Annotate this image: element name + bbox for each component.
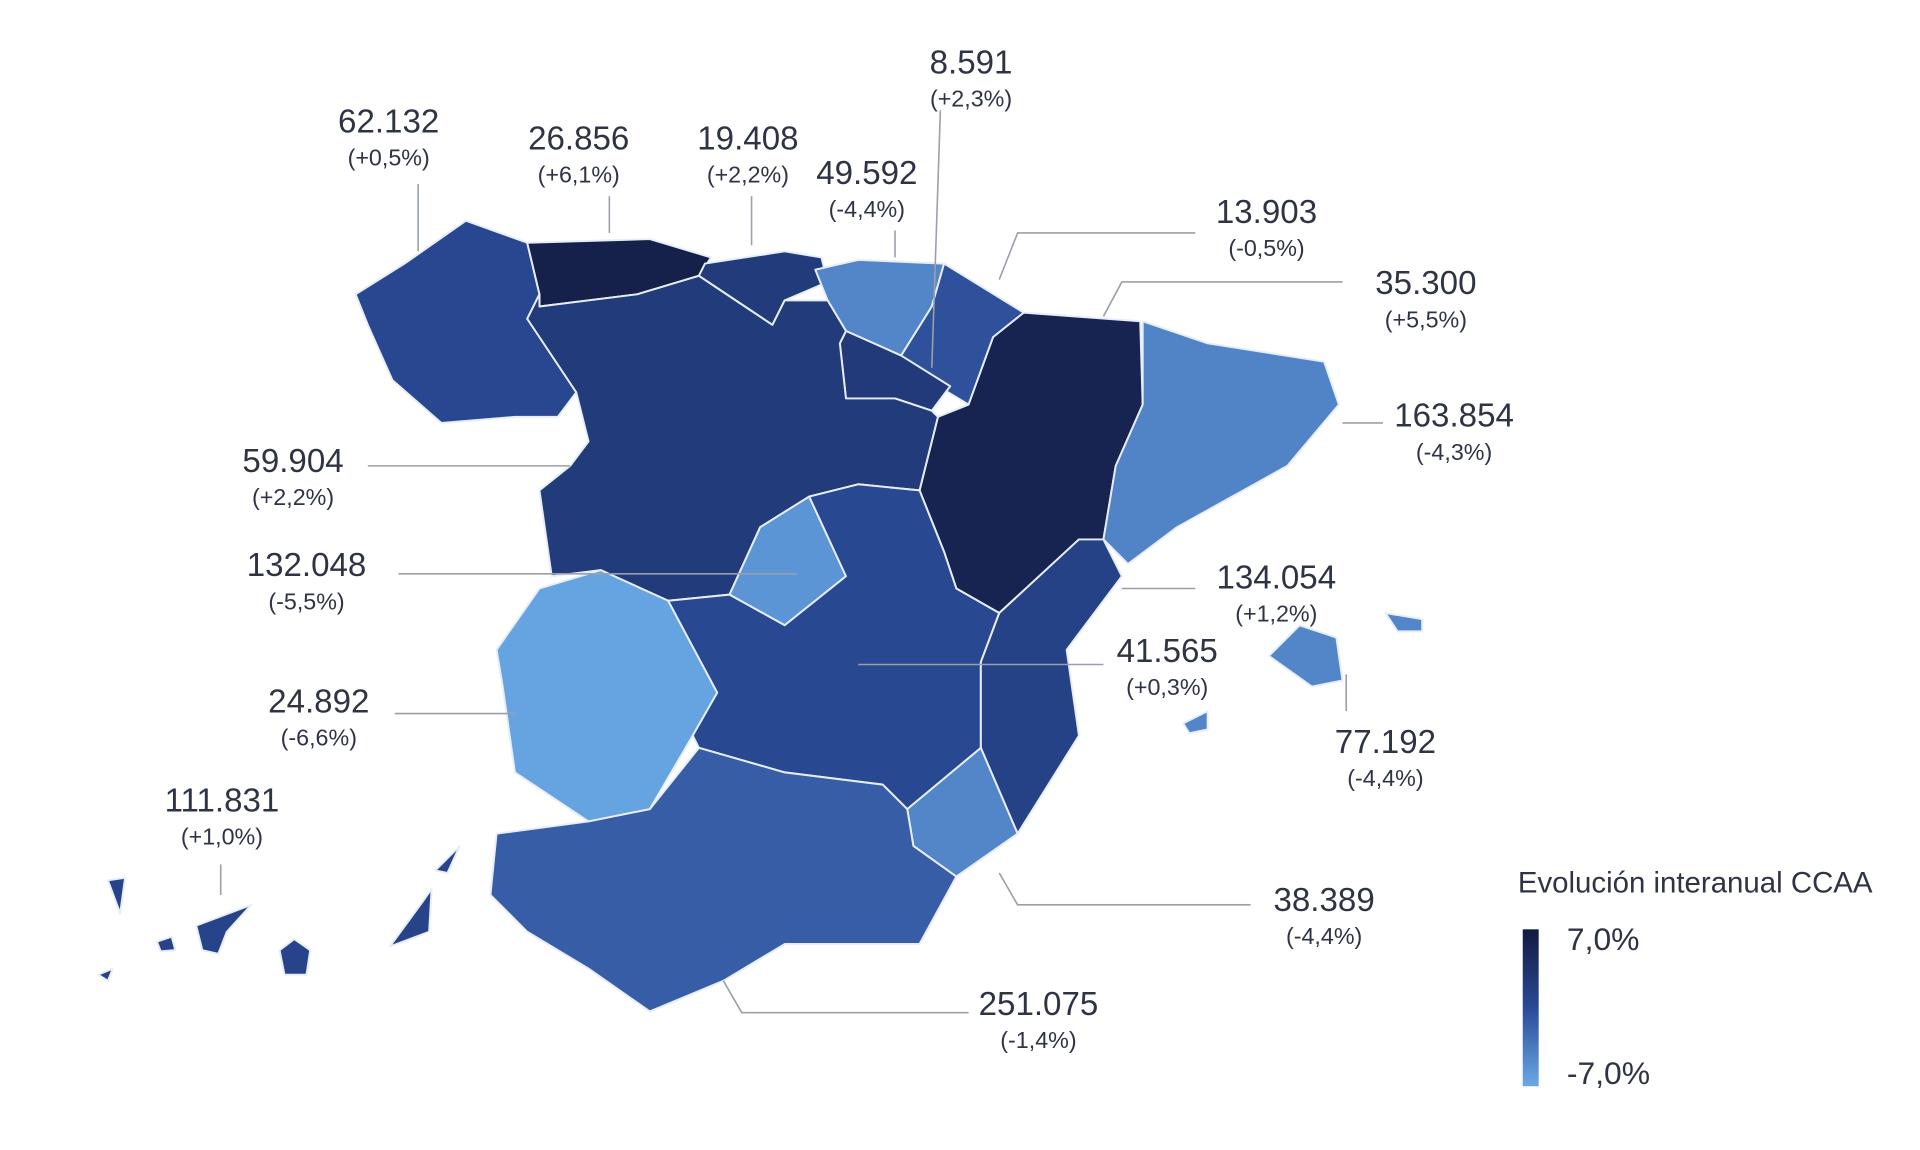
region-value: 49.592 [816,155,917,192]
region-change: (+1,2%) [1235,601,1317,627]
region-value: 77.192 [1335,724,1436,761]
region-change: (+2,2%) [252,484,334,510]
region-change: (+6,1%) [538,162,620,188]
region-change: (+2,2%) [707,162,789,188]
leader-line [1102,281,1343,317]
region-value: 62.132 [338,103,439,140]
leader-line [931,110,942,368]
region-value: 251.075 [979,986,1099,1023]
region-value: 8.591 [930,45,1013,82]
region-change: (+0,3%) [1126,674,1208,700]
region-change: (-4,4%) [829,196,905,222]
region-value: 134.054 [1216,559,1336,596]
region-value: 19.408 [697,121,798,158]
region-change: (-6,6%) [281,724,357,750]
region [97,844,461,982]
region-value: 26.856 [528,121,629,158]
region-value: 41.565 [1117,633,1218,670]
region-change: (-1,4%) [1000,1027,1076,1053]
region-value: 35.300 [1375,265,1476,302]
region-change: (+5,5%) [1385,306,1467,332]
legend-scale [1522,929,1539,1087]
region-value: 163.854 [1394,398,1514,435]
region-value: 38.389 [1274,882,1375,919]
region-change: (+2,3%) [930,86,1012,112]
leader-line [998,232,1196,280]
region-change: (+0,5%) [348,145,430,171]
region [1102,320,1340,565]
region-value: 59.904 [242,443,343,480]
region-value: 24.892 [268,683,369,720]
legend-title: Evolución interanual CCAA [1518,867,1873,900]
region-change: (-0,5%) [1228,235,1304,261]
region-change: (+1,0%) [181,824,263,850]
region [979,538,1123,835]
leader-line [722,980,969,1014]
region-change: (-5,5%) [268,588,344,614]
leader-line [998,872,1251,906]
legend-min-label: -7,0% [1567,1055,1650,1091]
region-change: (-4,4%) [1347,765,1423,791]
region-change: (-4,4%) [1286,923,1362,949]
region [1182,612,1424,735]
legend-max-label: 7,0% [1567,921,1640,957]
region-value: 132.048 [247,547,367,584]
region-change: (-4,3%) [1416,439,1492,465]
region [489,746,958,1013]
region-value: 111.831 [165,783,280,820]
region-value: 13.903 [1216,194,1317,231]
